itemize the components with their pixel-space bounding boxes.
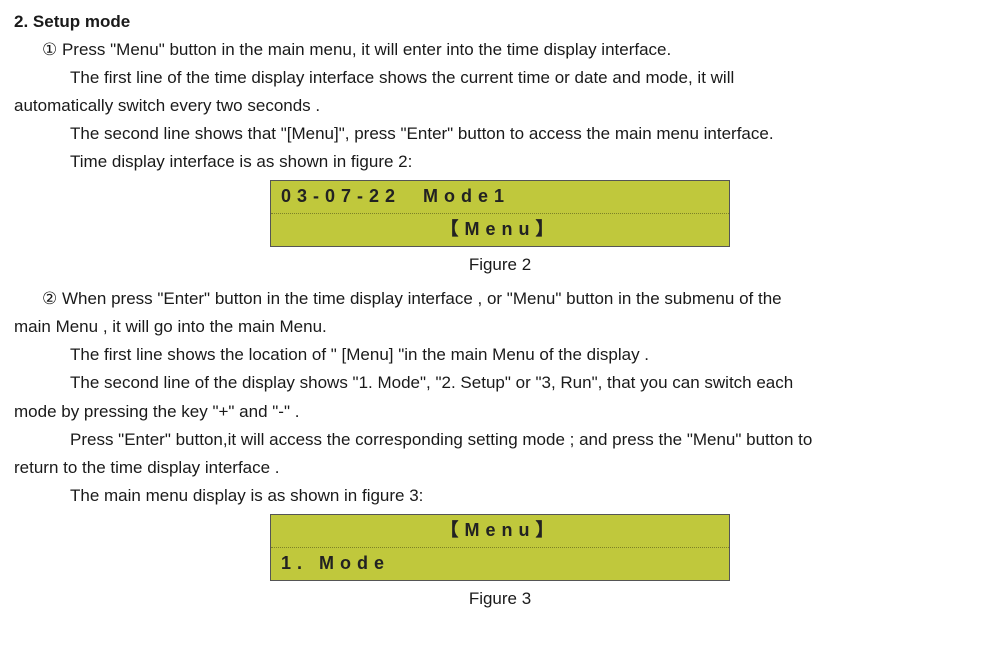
paragraph: The first line of the time display inter… [14,64,986,92]
paragraph: The second line shows that "[Menu]", pre… [14,120,986,148]
lcd-line2: 1. Mode [271,548,729,580]
figure-caption: Figure 2 [14,251,986,279]
lcd-display: 【Menu】 1. Mode [270,514,730,581]
lcd-line1: 【Menu】 [271,515,729,548]
paragraph: The second line of the display shows "1.… [14,369,986,397]
paragraph: The main menu display is as shown in fig… [14,482,986,510]
lcd-figure-3: 【Menu】 1. Mode [14,514,986,581]
lcd-line1: 03-07-22 Mode1 [271,181,729,214]
lcd-line2: 【Menu】 [271,214,729,246]
paragraph: ② When press "Enter" button in the time … [14,285,986,313]
paragraph: return to the time display interface . [14,454,986,482]
figure-caption: Figure 3 [14,585,986,613]
paragraph: main Menu , it will go into the main Men… [14,313,986,341]
paragraph: mode by pressing the key "+" and "-" . [14,398,986,426]
paragraph: Press "Enter" button,it will access the … [14,426,986,454]
lcd-figure-2: 03-07-22 Mode1 【Menu】 [14,180,986,247]
paragraph: The first line shows the location of " [… [14,341,986,369]
paragraph: ① Press "Menu" button in the main menu, … [14,36,986,64]
paragraph: Time display interface is as shown in fi… [14,148,986,176]
section-heading: 2. Setup mode [14,8,986,36]
paragraph: automatically switch every two seconds . [14,92,986,120]
lcd-display: 03-07-22 Mode1 【Menu】 [270,180,730,247]
